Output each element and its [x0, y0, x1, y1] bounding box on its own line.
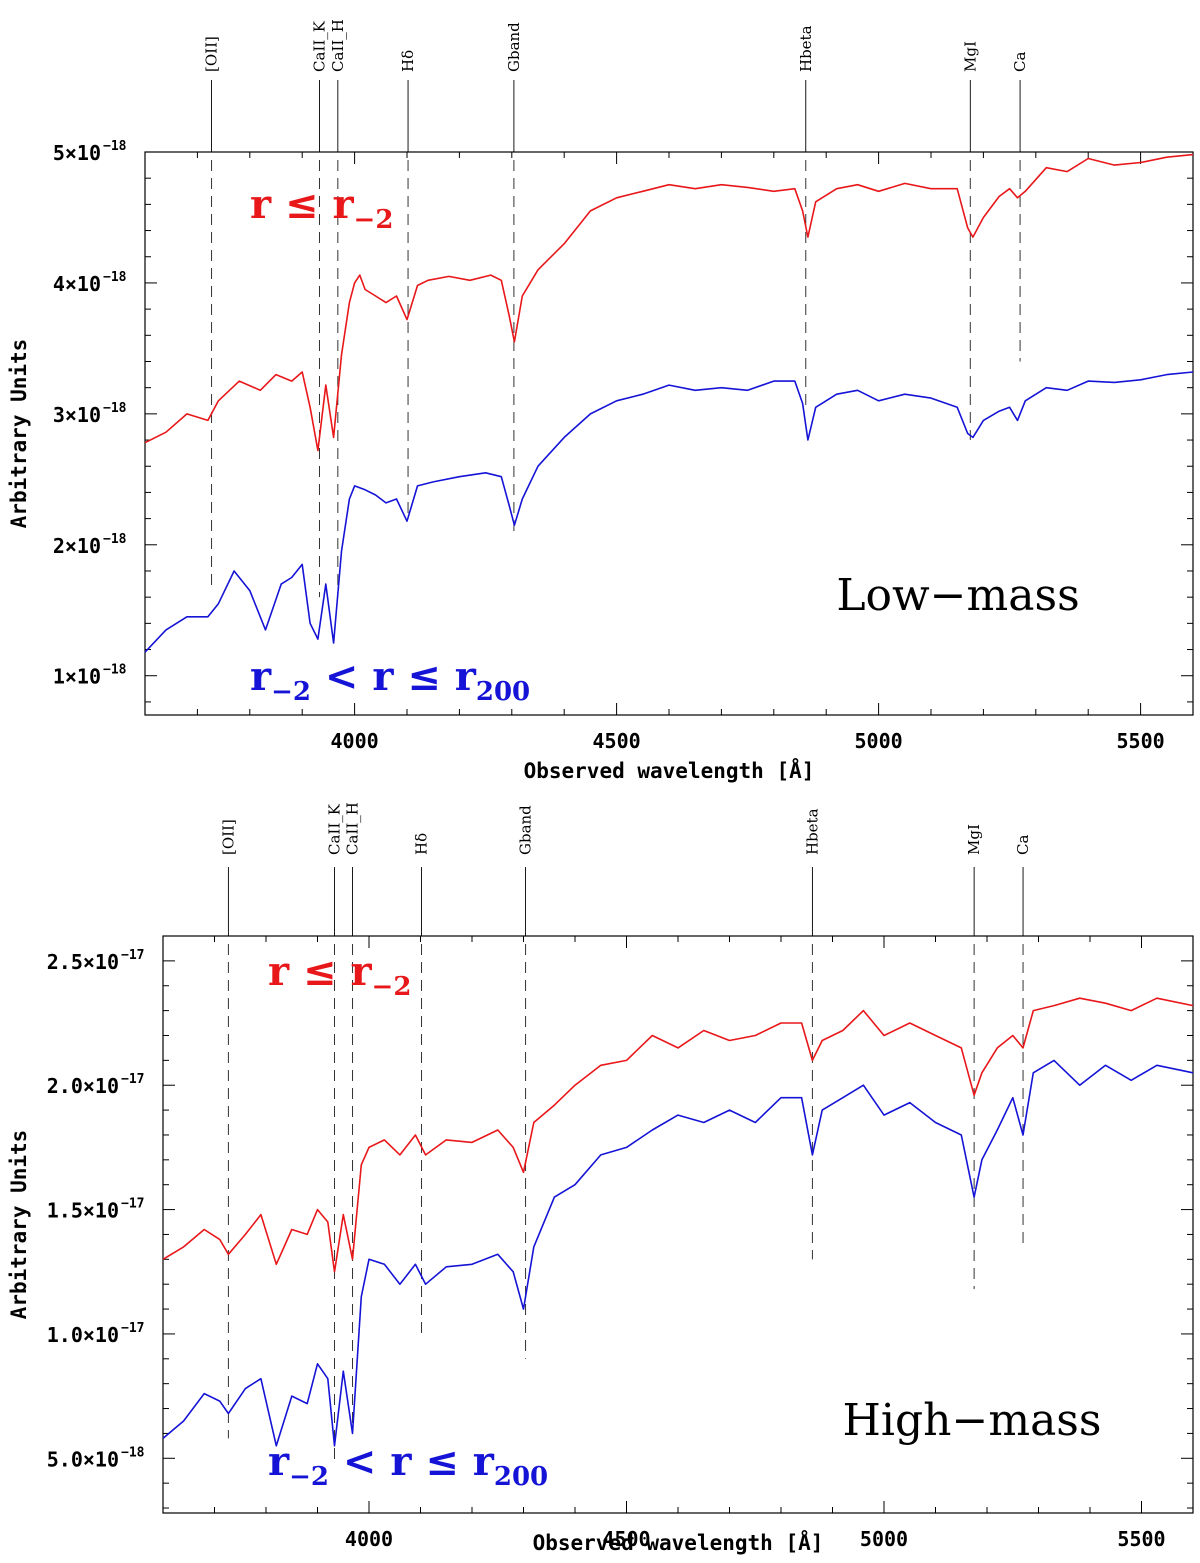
x-tick-label: 4000: [345, 1527, 393, 1551]
y-tick-label: 2.0×10: [47, 1074, 119, 1098]
x-axis-label: Observed wavelength [Å]: [533, 1530, 824, 1555]
feature-label: MgI: [961, 41, 979, 72]
y-tick-exponent: −18: [103, 663, 127, 678]
outer-spectrum-line: [144, 371, 1194, 653]
y-tick-exponent: −18: [121, 1445, 145, 1460]
y-tick-exponent: −17: [121, 1072, 144, 1087]
y-tick-exponent: −18: [103, 139, 127, 154]
outer-region-label: r−2 < r ≤ r200: [250, 653, 530, 707]
feature-label: Hbeta: [797, 25, 815, 72]
x-tick-label: 4000: [331, 729, 379, 753]
feature-label: Ca: [1011, 52, 1029, 72]
x-tick-label: 4500: [602, 1527, 650, 1551]
panel-label: Low−mass: [836, 570, 1079, 621]
y-tick-exponent: −17: [121, 1321, 144, 1336]
outer-spectrum-line: [162, 1059, 1194, 1447]
y-tick-label: 1.0×10: [47, 1323, 119, 1347]
feature-label: Hbeta: [803, 808, 821, 855]
y-tick-exponent: −17: [121, 1197, 144, 1212]
inner-region-label: r ≤ r−2: [250, 181, 393, 235]
x-tick-label: 5500: [1117, 1527, 1165, 1551]
y-tick-label: 5.0×10: [47, 1447, 119, 1471]
y-tick-label: 3×10: [53, 403, 101, 427]
y-tick-label: 2×10: [53, 534, 101, 558]
outer-region-label: r−2 < r ≤ r200: [268, 1438, 548, 1492]
x-tick-label: 5500: [1117, 729, 1165, 753]
x-tick-label: 5000: [860, 1527, 908, 1551]
y-tick-exponent: −18: [103, 532, 127, 547]
y-tick-exponent: −17: [121, 948, 144, 963]
feature-label: Gband: [505, 22, 523, 72]
y-tick-exponent: −18: [103, 401, 127, 416]
y-tick-label: 5×10: [53, 141, 101, 165]
feature-label: CaII_H: [344, 802, 362, 855]
feature-label: [OII]: [203, 36, 221, 72]
x-tick-label: 4500: [593, 729, 641, 753]
y-tick-label: 1×10: [53, 665, 101, 689]
y-axis-label: Arbitrary Units: [7, 1130, 31, 1320]
feature-label: CaII_H: [329, 19, 347, 72]
inner-spectrum-line: [144, 153, 1194, 452]
feature-label: CaII_K: [325, 803, 343, 855]
feature-label: CaII_K: [310, 20, 328, 72]
inner-region-label: r ≤ r−2: [268, 948, 411, 1002]
feature-label: Hδ: [399, 50, 417, 72]
y-axis-label: Arbitrary Units: [7, 339, 31, 529]
x-axis-label: Observed wavelength [Å]: [524, 758, 815, 783]
y-tick-exponent: −18: [103, 270, 127, 285]
x-tick-label: 5000: [855, 729, 903, 753]
y-tick-label: 4×10: [53, 272, 101, 296]
y-tick-label: 1.5×10: [47, 1199, 119, 1223]
feature-label: Ca: [1014, 835, 1032, 855]
y-tick-label: 2.5×10: [47, 950, 119, 974]
panel-label: High−mass: [843, 1395, 1102, 1446]
plot-frame: [144, 151, 1194, 716]
inner-spectrum-line: [162, 997, 1194, 1273]
feature-label: MgI: [965, 824, 983, 855]
feature-label: Gband: [517, 805, 535, 855]
feature-label: [OII]: [219, 819, 237, 855]
feature-label: Hδ: [413, 833, 431, 855]
